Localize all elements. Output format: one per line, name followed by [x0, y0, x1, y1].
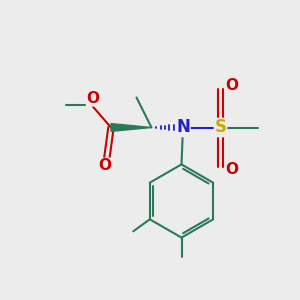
Text: S: S: [214, 118, 226, 136]
Text: O: O: [86, 91, 100, 106]
Polygon shape: [111, 124, 152, 131]
Text: O: O: [225, 162, 239, 177]
Text: O: O: [225, 78, 239, 93]
Text: N: N: [176, 118, 190, 136]
Text: O: O: [98, 158, 112, 173]
